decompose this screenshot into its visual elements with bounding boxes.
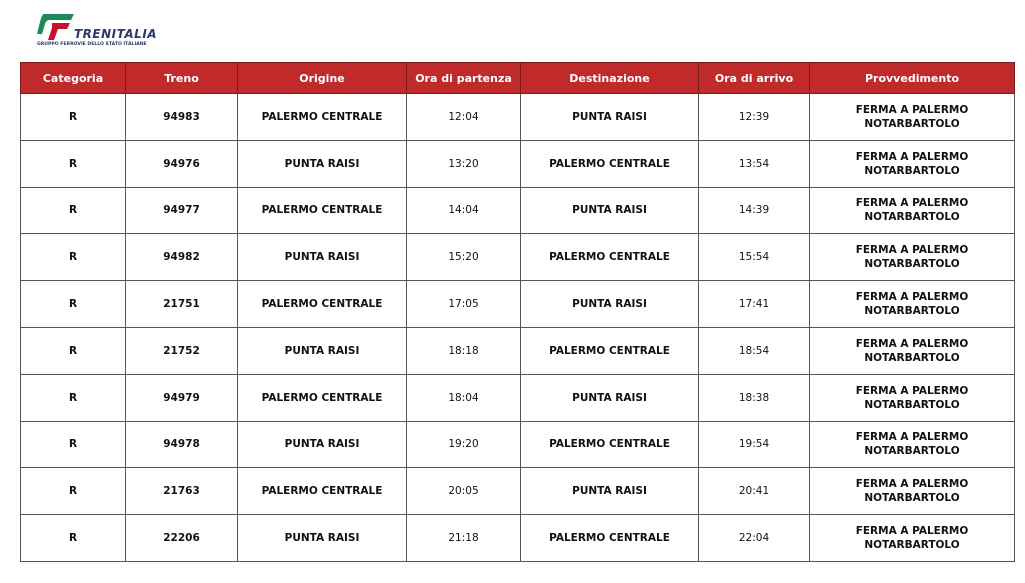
column-header-treno: Treno <box>125 62 238 94</box>
cell-categoria: R <box>20 280 126 328</box>
cell-destinazione: PUNTA RAISI <box>520 467 699 516</box>
cell-categoria: R <box>20 93 126 141</box>
cell-origine: PUNTA RAISI <box>237 420 407 469</box>
cell-treno: 94976 <box>125 139 238 188</box>
cell-categoria: R <box>20 514 126 562</box>
cell-destinazione: PUNTA RAISI <box>520 186 699 235</box>
column-header-ora-partenza: Ora di partenza <box>406 62 521 94</box>
cell-ora-partenza: 18:04 <box>406 373 521 422</box>
cell-treno: 21751 <box>125 280 238 328</box>
table-row: R 94978 PUNTA RAISI 19:20 PALERMO CENTRALE 19… <box>20 420 1015 469</box>
column-header-destinazione: Destinazione <box>520 62 699 94</box>
cell-provvedimento: FERMA A PALERMO NOTARBARTOLO <box>809 280 1015 328</box>
table-header-row: Categoria Treno Origine Ora di partenza … <box>20 62 1015 94</box>
cell-ora-partenza: 12:04 <box>406 93 521 141</box>
cell-categoria: R <box>20 186 126 235</box>
cell-categoria: R <box>20 139 126 188</box>
column-header-provvedimento: Provvedimento <box>809 62 1015 94</box>
cell-provvedimento: FERMA A PALERMO NOTARBARTOLO <box>809 514 1015 562</box>
cell-origine: PUNTA RAISI <box>237 514 407 562</box>
cell-ora-arrivo: 17:41 <box>698 280 810 328</box>
cell-destinazione: PALERMO CENTRALE <box>520 326 699 375</box>
cell-provvedimento: FERMA A PALERMO NOTARBARTOLO <box>809 139 1015 188</box>
cell-origine: PALERMO CENTRALE <box>237 186 407 235</box>
cell-origine: PUNTA RAISI <box>237 139 407 188</box>
cell-ora-partenza: 21:18 <box>406 514 521 562</box>
cell-ora-arrivo: 18:38 <box>698 373 810 422</box>
cell-categoria: R <box>20 420 126 469</box>
cell-ora-partenza: 15:20 <box>406 233 521 282</box>
cell-ora-partenza: 19:20 <box>406 420 521 469</box>
cell-provvedimento: FERMA A PALERMO NOTARBARTOLO <box>809 93 1015 141</box>
logo-subtitle: GRUPPO FERROVIE DELLO STATO ITALIANE <box>37 42 147 47</box>
cell-treno: 94979 <box>125 373 238 422</box>
trenitalia-logo: TRENITALIA GRUPPO FERROVIE DELLO STATO I… <box>36 12 166 48</box>
table-row: R 22206 PUNTA RAISI 21:18 PALERMO CENTRALE 22… <box>20 514 1015 562</box>
cell-categoria: R <box>20 467 126 516</box>
cell-origine: PALERMO CENTRALE <box>237 467 407 516</box>
table-row: R 94983 PALERMO CENTRALE 12:04 PUNTA RAISI 12… <box>20 93 1015 141</box>
cell-destinazione: PALERMO CENTRALE <box>520 233 699 282</box>
cell-destinazione: PUNTA RAISI <box>520 280 699 328</box>
cell-origine: PALERMO CENTRALE <box>237 373 407 422</box>
table-row: R 94982 PUNTA RAISI 15:20 PALERMO CENTRALE 15… <box>20 233 1015 282</box>
cell-ora-partenza: 20:05 <box>406 467 521 516</box>
table-row: R 21751 PALERMO CENTRALE 17:05 PUNTA RAISI 17… <box>20 280 1015 328</box>
cell-ora-arrivo: 15:54 <box>698 233 810 282</box>
table-row: R 21763 PALERMO CENTRALE 20:05 PUNTA RAISI 20… <box>20 467 1015 516</box>
cell-ora-partenza: 13:20 <box>406 139 521 188</box>
cell-ora-arrivo: 22:04 <box>698 514 810 562</box>
cell-treno: 94978 <box>125 420 238 469</box>
cell-origine: PUNTA RAISI <box>237 326 407 375</box>
cell-treno: 94977 <box>125 186 238 235</box>
table-row: R 94979 PALERMO CENTRALE 18:04 PUNTA RAISI 18… <box>20 373 1015 422</box>
table-row: R 94976 PUNTA RAISI 13:20 PALERMO CENTRALE 13… <box>20 139 1015 188</box>
cell-destinazione: PALERMO CENTRALE <box>520 420 699 469</box>
cell-provvedimento: FERMA A PALERMO NOTARBARTOLO <box>809 467 1015 516</box>
train-schedule-table: Categoria Treno Origine Ora di partenza … <box>20 62 1015 562</box>
table-row: R 21752 PUNTA RAISI 18:18 PALERMO CENTRALE 18… <box>20 326 1015 375</box>
cell-ora-arrivo: 12:39 <box>698 93 810 141</box>
cell-treno: 94982 <box>125 233 238 282</box>
cell-ora-arrivo: 14:39 <box>698 186 810 235</box>
cell-categoria: R <box>20 373 126 422</box>
cell-ora-partenza: 14:04 <box>406 186 521 235</box>
column-header-categoria: Categoria <box>20 62 126 94</box>
logo-brand-name: TRENITALIA <box>74 27 158 41</box>
cell-origine: PALERMO CENTRALE <box>237 280 407 328</box>
cell-ora-arrivo: 19:54 <box>698 420 810 469</box>
cell-treno: 94983 <box>125 93 238 141</box>
cell-provvedimento: FERMA A PALERMO NOTARBARTOLO <box>809 186 1015 235</box>
cell-ora-partenza: 18:18 <box>406 326 521 375</box>
cell-provvedimento: FERMA A PALERMO NOTARBARTOLO <box>809 233 1015 282</box>
cell-treno: 21763 <box>125 467 238 516</box>
cell-destinazione: PUNTA RAISI <box>520 93 699 141</box>
cell-treno: 21752 <box>125 326 238 375</box>
cell-ora-arrivo: 18:54 <box>698 326 810 375</box>
cell-origine: PALERMO CENTRALE <box>237 93 407 141</box>
column-header-ora-arrivo: Ora di arrivo <box>698 62 810 94</box>
cell-provvedimento: FERMA A PALERMO NOTARBARTOLO <box>809 420 1015 469</box>
cell-provvedimento: FERMA A PALERMO NOTARBARTOLO <box>809 326 1015 375</box>
cell-destinazione: PUNTA RAISI <box>520 373 699 422</box>
cell-treno: 22206 <box>125 514 238 562</box>
cell-ora-arrivo: 13:54 <box>698 139 810 188</box>
cell-categoria: R <box>20 233 126 282</box>
table-row: R 94977 PALERMO CENTRALE 14:04 PUNTA RAISI 14… <box>20 186 1015 235</box>
cell-ora-arrivo: 20:41 <box>698 467 810 516</box>
cell-ora-partenza: 17:05 <box>406 280 521 328</box>
cell-destinazione: PALERMO CENTRALE <box>520 514 699 562</box>
cell-provvedimento: FERMA A PALERMO NOTARBARTOLO <box>809 373 1015 422</box>
fs-logo-icon <box>37 14 74 40</box>
cell-categoria: R <box>20 326 126 375</box>
column-header-origine: Origine <box>237 62 407 94</box>
cell-origine: PUNTA RAISI <box>237 233 407 282</box>
cell-destinazione: PALERMO CENTRALE <box>520 139 699 188</box>
